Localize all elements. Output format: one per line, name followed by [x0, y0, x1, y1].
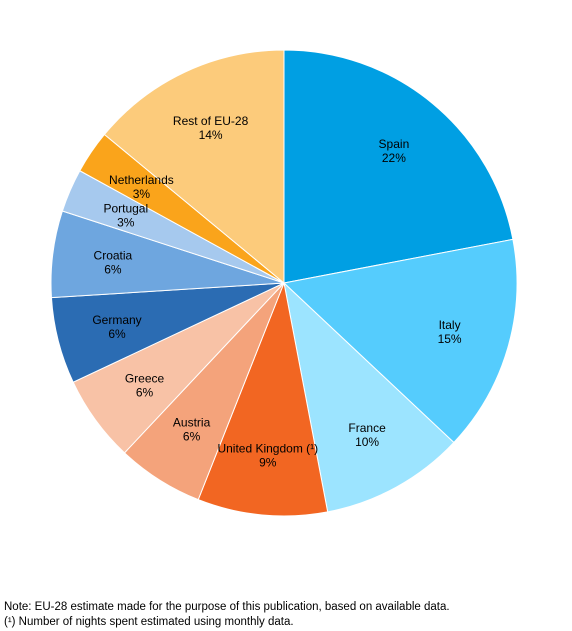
- slice-label: United Kingdom (¹): [217, 442, 318, 456]
- slice-value-label: 6%: [136, 385, 154, 399]
- pie-slice-rest-of-eu-28: [103, 49, 285, 285]
- pie-slice-france: [283, 281, 455, 513]
- slice-label: France: [348, 421, 386, 435]
- slice-value-label: 9%: [259, 456, 277, 470]
- slice-label: Austria: [173, 416, 211, 430]
- slice-value-label: 3%: [117, 216, 135, 230]
- slice-label: Germany: [92, 313, 141, 327]
- slice-value-label: 22%: [382, 151, 406, 165]
- pie-slice-italy: [282, 238, 518, 444]
- slice-value-label: 6%: [108, 327, 126, 341]
- pie-slice-spain: [283, 49, 514, 284]
- slice-value-label: 15%: [438, 332, 462, 346]
- note-uk-footnote: (¹) Number of nights spent estimated usi…: [4, 616, 294, 628]
- note-estimate: Note: EU-28 estimate made for the purpos…: [4, 601, 450, 613]
- pie-slices: [50, 49, 518, 517]
- slice-label: Netherlands: [109, 173, 174, 187]
- slice-label: Croatia: [94, 248, 133, 262]
- slice-label: Italy: [439, 318, 461, 332]
- slice-value-label: 10%: [355, 435, 379, 449]
- slice-value-label: 14%: [199, 128, 223, 142]
- slice-value-label: 3%: [133, 187, 151, 201]
- slice-label: Greece: [125, 371, 165, 385]
- slice-value-label: 6%: [183, 430, 201, 444]
- slice-label: Rest of EU-28: [173, 114, 249, 128]
- slice-label: Spain: [379, 137, 410, 151]
- slice-value-label: 6%: [104, 262, 122, 276]
- slice-label: Portugal: [103, 202, 148, 216]
- notes: Note: EU-28 estimate made for the purpos…: [4, 600, 450, 630]
- pie-slice-united-kingdom: [197, 281, 329, 517]
